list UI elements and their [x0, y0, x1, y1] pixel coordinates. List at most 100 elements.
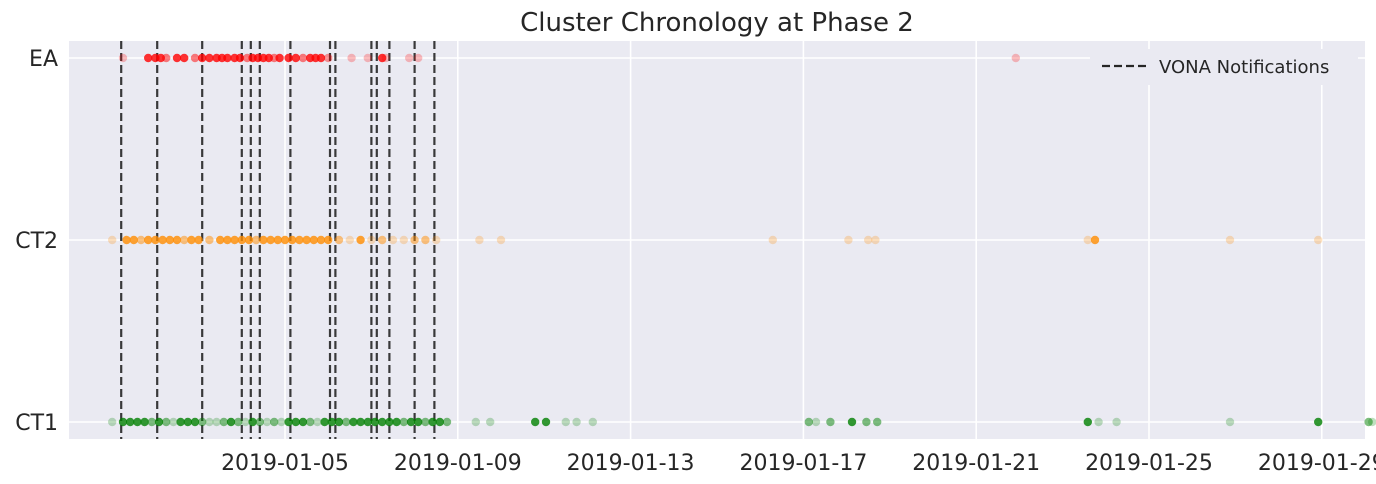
point-ea [144, 53, 153, 63]
point-ct1 [234, 417, 243, 427]
point-ea [316, 53, 326, 63]
point-ct1 [176, 417, 185, 427]
point-ct1 [313, 417, 322, 427]
point-ct2 [399, 235, 408, 245]
point-ct1 [284, 417, 293, 427]
point-ea [198, 53, 207, 63]
point-ct1 [226, 417, 236, 427]
point-ct2 [432, 235, 441, 245]
x-tick-labels: 2019-01-05 2019-01-09 2019-01-13 2019-01-17… [221, 451, 1376, 476]
point-ct2 [288, 235, 297, 245]
point-ct1 [471, 417, 480, 427]
point-ct1 [572, 417, 581, 427]
point-ct2 [151, 235, 160, 245]
point-ct1 [1083, 417, 1093, 427]
point-ct2 [194, 235, 203, 245]
point-ct1 [212, 417, 221, 427]
chart-title: Cluster Chronology at Phase 2 [520, 8, 914, 38]
point-ct1 [370, 417, 380, 427]
point-ea [223, 53, 232, 63]
point-ct1 [219, 417, 228, 427]
point-ct1 [291, 417, 300, 427]
point-ct2 [1090, 235, 1100, 245]
point-ea [414, 53, 423, 63]
point-ct1 [414, 417, 423, 427]
point-ct2 [129, 235, 138, 245]
point-ct1 [826, 417, 835, 427]
point-ct1 [126, 417, 135, 427]
point-ct1 [349, 417, 358, 427]
point-ct1 [133, 417, 142, 427]
point-ct2 [475, 235, 484, 245]
point-ct1 [435, 417, 444, 427]
point-ct1 [804, 417, 813, 427]
point-ct2 [266, 235, 275, 245]
point-ct2 [324, 235, 333, 245]
point-ct1 [198, 417, 207, 427]
point-ct2 [496, 235, 506, 245]
point-ct1 [270, 417, 279, 427]
point-ct2 [280, 235, 290, 245]
legend: VONA Notifications [1090, 49, 1358, 85]
point-ct2 [356, 235, 365, 245]
point-ea [284, 53, 293, 63]
legend-box [1090, 49, 1358, 85]
point-ea [118, 53, 128, 63]
point-ct1 [108, 417, 117, 427]
point-ct2 [122, 235, 131, 245]
point-ct1 [363, 417, 372, 427]
point-ct2 [223, 235, 232, 245]
point-ct1 [298, 417, 308, 427]
point-ct2 [410, 235, 419, 245]
point-ct2 [180, 235, 189, 245]
point-ct2 [165, 235, 174, 245]
point-ct1 [442, 417, 452, 427]
point-ct1 [1225, 417, 1235, 427]
point-ct1 [421, 417, 430, 427]
point-ea [235, 53, 245, 63]
point-ct2 [1083, 235, 1093, 245]
point-ct2 [309, 235, 318, 245]
point-ct1 [140, 417, 149, 427]
point-ct2 [864, 235, 873, 245]
data-points [108, 53, 1376, 427]
point-ct2 [216, 235, 225, 245]
legend-label: VONA Notifications [1159, 57, 1329, 78]
point-ea [298, 53, 308, 63]
point-ct1 [306, 417, 315, 427]
x-tick-label: 2019-01-21 [912, 451, 1040, 476]
point-ct2 [421, 235, 430, 245]
point-ct1 [248, 417, 257, 427]
point-ct1 [486, 417, 495, 427]
x-tick-label: 2019-01-05 [221, 451, 349, 476]
x-tick-label: 2019-01-09 [394, 451, 522, 476]
point-ct1 [327, 417, 336, 427]
point-ct2 [252, 235, 261, 245]
point-ct2 [273, 235, 282, 245]
point-ct1 [392, 417, 401, 427]
point-ct2 [259, 235, 268, 245]
point-ct1 [541, 417, 551, 427]
point-ct2 [187, 235, 196, 245]
point-ct1 [190, 417, 200, 427]
point-ct1 [334, 417, 344, 427]
point-ct2 [367, 235, 376, 245]
point-ct1 [320, 417, 329, 427]
point-ct2 [334, 235, 344, 245]
point-ct1 [862, 417, 871, 427]
point-ct2 [244, 235, 254, 245]
point-ct1 [378, 417, 387, 427]
point-ct2 [158, 235, 167, 245]
point-ct2 [302, 235, 311, 245]
point-ct1 [406, 417, 416, 427]
point-ct1 [385, 417, 394, 427]
point-ct2 [378, 235, 387, 245]
point-ct2 [295, 235, 304, 245]
point-ea [172, 53, 182, 63]
point-ct1 [183, 417, 192, 427]
point-ct1 [356, 417, 365, 427]
point-ea [205, 53, 214, 63]
point-ea [378, 53, 387, 63]
point-ea [275, 53, 284, 63]
